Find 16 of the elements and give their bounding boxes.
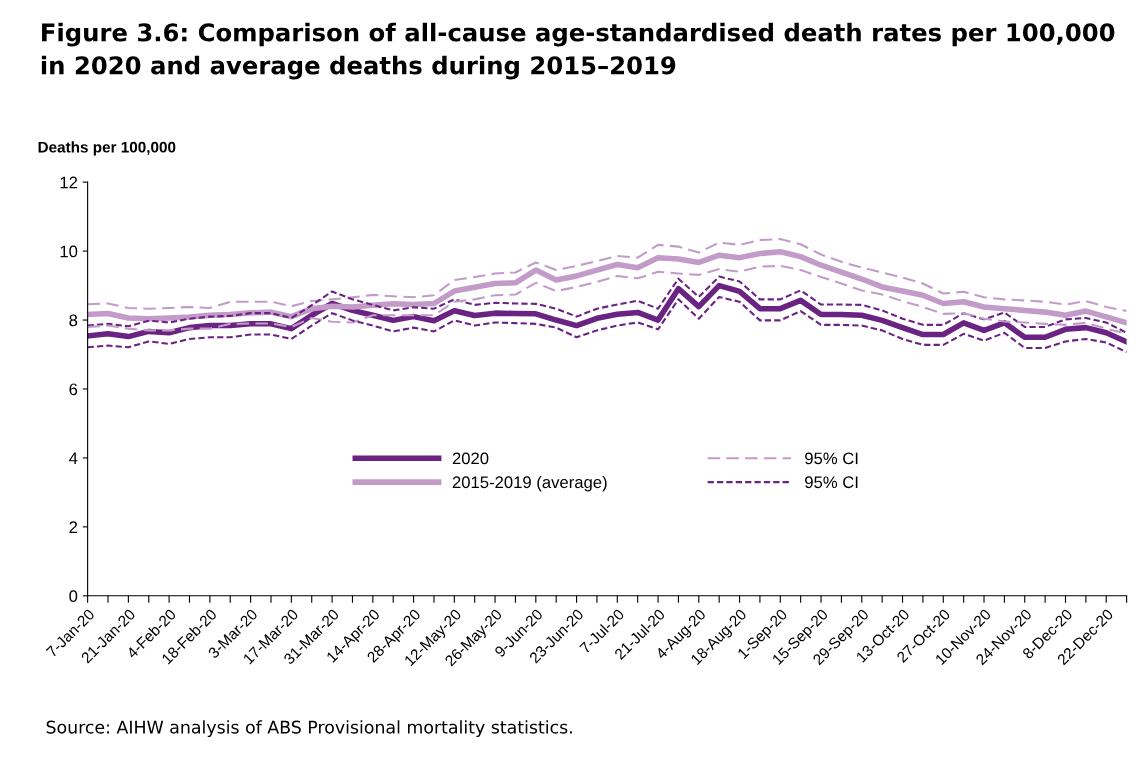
legend-label: 95% CI (805, 476, 858, 489)
line-series (87, 238, 1127, 313)
legend-label: 2015-2019 (average) (452, 475, 607, 492)
y-tick-label: 2 (69, 521, 78, 533)
chart-title: Figure 3.6: Comparison of all-cause age-standardised death rates per 100,000 in 2020 and average deaths during 2015–2019 (41, 22, 1115, 80)
y-tick-label: 4 (69, 452, 78, 464)
source-note: Source: AIHW analysis of ABS Provisional mortality statistics. (46, 720, 572, 738)
y-axis-title: Deaths per 100,000 (38, 141, 176, 156)
y-tick-label: 6 (69, 383, 78, 396)
y-tick-label: 0 (69, 590, 78, 603)
y-tick-label: 10 (60, 245, 78, 258)
line-series (87, 275, 1127, 334)
legend-label: 2020 (452, 452, 489, 465)
y-tick-label: 12 (60, 176, 78, 189)
legend-label: 95% CI (805, 452, 858, 465)
y-tick-label: 8 (69, 314, 78, 327)
